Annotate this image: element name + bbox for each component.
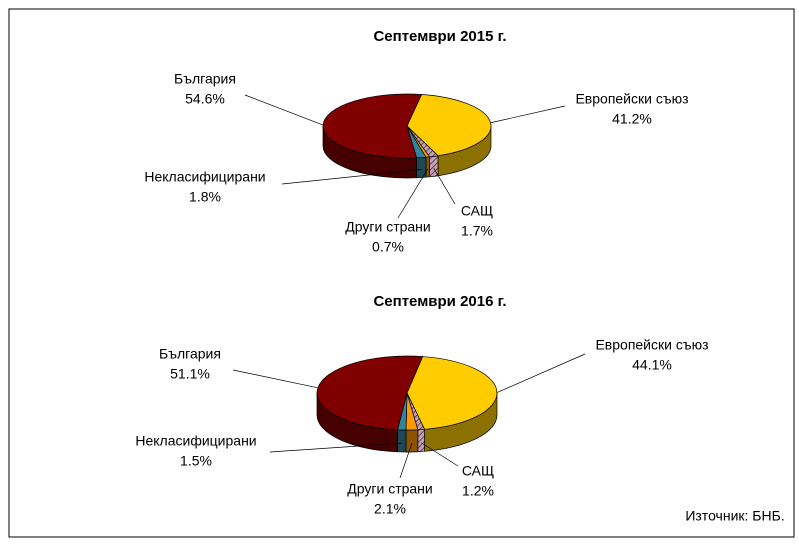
slice-side <box>405 429 419 453</box>
leader-line <box>232 369 318 389</box>
slice-side <box>397 429 407 453</box>
leader-line <box>281 169 422 185</box>
category-label: България <box>174 71 236 87</box>
leader-line <box>433 168 456 205</box>
leader-line <box>269 442 402 453</box>
slice <box>316 355 424 431</box>
slice-side <box>425 156 430 178</box>
leader-line <box>496 353 586 393</box>
leader-line <box>421 442 459 467</box>
value-label: 44.1% <box>632 357 672 373</box>
value-label: 2.1% <box>374 501 406 517</box>
category-label: САЩ <box>461 203 493 219</box>
leader-line <box>397 168 429 219</box>
frame <box>8 8 795 538</box>
leader-line <box>244 94 324 126</box>
leader-line <box>490 105 566 124</box>
value-label: 1.5% <box>180 453 212 469</box>
value-label: 0.7% <box>372 239 404 255</box>
leader-line <box>399 443 413 479</box>
slice <box>406 94 492 157</box>
value-label: 41.2% <box>612 111 652 127</box>
category-label: България <box>159 346 221 362</box>
category-label: Некласифицирани <box>144 169 265 185</box>
category-label: Некласифицирани <box>135 433 256 449</box>
slice-side <box>417 428 425 453</box>
chart-title: Септември 2016 г. <box>373 293 506 310</box>
value-label: 1.7% <box>461 223 493 239</box>
value-label: 54.6% <box>185 91 225 107</box>
category-label: Европейски съюз <box>575 91 688 107</box>
value-label: 51.1% <box>170 366 210 382</box>
category-label: САЩ <box>462 463 494 479</box>
source: Източник: БНБ. <box>685 508 784 524</box>
value-label: 1.8% <box>189 189 221 205</box>
category-label: Други страни <box>347 481 432 497</box>
slice <box>406 356 498 430</box>
category-label: Европейски съюз <box>595 337 708 353</box>
category-label: Други страни <box>345 219 430 235</box>
chart-title: Септември 2015 г. <box>373 28 506 45</box>
value-label: 1.2% <box>462 483 494 499</box>
